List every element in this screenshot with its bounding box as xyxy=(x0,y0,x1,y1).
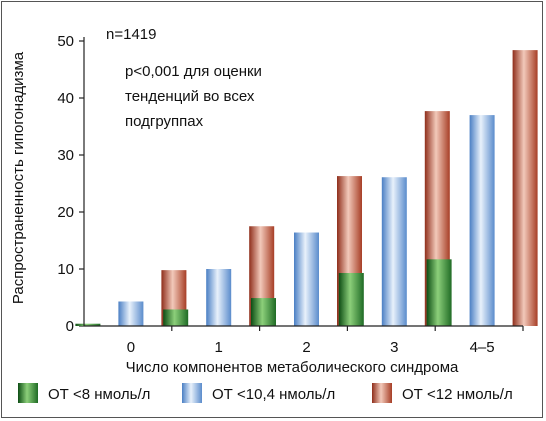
bar xyxy=(75,323,101,326)
bar xyxy=(512,50,538,327)
bar xyxy=(469,115,495,326)
annotation-line-1: p<0,001 для оценки xyxy=(125,63,262,80)
legend-label: ОТ <12 нмоль/л xyxy=(402,386,513,403)
legend-label: ОТ <8 нмоль/л xyxy=(48,386,150,403)
bar xyxy=(251,298,276,326)
bar xyxy=(426,259,452,326)
legend-swatch xyxy=(182,383,202,403)
y-tick-label: 10 xyxy=(57,261,74,278)
bar xyxy=(338,272,364,326)
bar xyxy=(294,232,319,326)
y-axis-label: Распространенность гипогонадизма xyxy=(10,51,27,304)
bar xyxy=(118,301,144,326)
sample-size-note: n=1419 xyxy=(106,26,156,43)
legend-swatch xyxy=(372,383,392,403)
x-tick-label: 0 xyxy=(127,339,135,356)
y-tick-label: 20 xyxy=(57,204,74,221)
y-tick-label: 50 xyxy=(57,33,74,50)
bar xyxy=(206,269,232,326)
bar xyxy=(163,309,189,326)
x-tick-label: 2 xyxy=(302,339,310,356)
annotation-line-2: тенденций во всех xyxy=(125,88,255,105)
y-tick-label: 40 xyxy=(57,90,74,107)
y-tick-label: 0 xyxy=(66,318,74,335)
legend-swatch xyxy=(18,383,38,403)
y-tick-label: 30 xyxy=(57,147,74,164)
x-axis-label: Число компонентов метаболического синдро… xyxy=(126,359,459,376)
annotation-line-3: подгруппах xyxy=(125,113,204,130)
x-tick-label: 1 xyxy=(215,339,223,356)
bar xyxy=(381,177,407,326)
legend-label: ОТ <10,4 нмоль/л xyxy=(212,386,335,403)
x-tick-label: 4–5 xyxy=(470,339,495,356)
x-tick-label: 3 xyxy=(390,339,398,356)
